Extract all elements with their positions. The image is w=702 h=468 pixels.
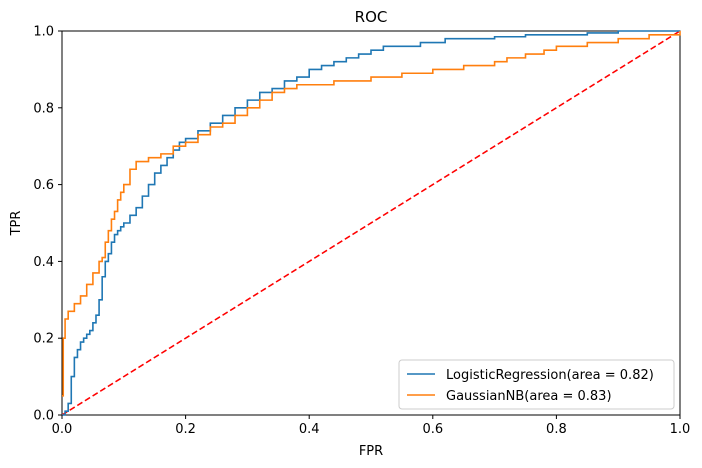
- series-gaussian-nb: [62, 31, 681, 397]
- x-tick-label: 0.8: [546, 422, 567, 437]
- x-tick-label: 0.0: [52, 422, 73, 437]
- y-axis-ticks: 0.0 0.2 0.4 0.6 0.8 1.0: [33, 25, 62, 424]
- chart-title: ROC: [355, 8, 388, 26]
- y-tick-label: 0.0: [33, 409, 54, 424]
- y-tick-label: 0.6: [33, 178, 54, 193]
- x-tick-label: 0.6: [422, 422, 443, 437]
- series-layer: [61, 30, 681, 416]
- y-tick-label: 0.8: [33, 101, 54, 116]
- x-tick-label: 0.4: [299, 422, 320, 437]
- plot-area: 0.0 0.2 0.4 0.6 0.8 1.0 0.0 0.2 0.4 0.6 0.8 1.0: [33, 25, 690, 438]
- y-tick-label: 0.2: [33, 332, 54, 347]
- x-axis-ticks: 0.0 0.2 0.4 0.6 0.8 1.0: [52, 415, 691, 437]
- plot-frame: [61, 30, 681, 416]
- legend-box: [398, 359, 675, 410]
- series-chance-diagonal: [61, 30, 681, 416]
- x-tick-label: 1.0: [670, 422, 691, 437]
- legend-label-gaussian-nb: GaussianNB(area = 0.83): [446, 389, 612, 404]
- x-axis-label: FPR: [359, 444, 383, 459]
- series-logistic-regression: [62, 30, 680, 416]
- y-axis-label: TPR: [9, 211, 24, 237]
- legend: LogisticRegression(area = 0.82) Gaussian…: [398, 359, 675, 410]
- y-tick-label: 0.4: [33, 255, 54, 270]
- x-tick-label: 0.2: [175, 422, 196, 437]
- legend-label-logistic-regression: LogisticRegression(area = 0.82): [446, 368, 654, 383]
- y-tick-label: 1.0: [33, 25, 54, 40]
